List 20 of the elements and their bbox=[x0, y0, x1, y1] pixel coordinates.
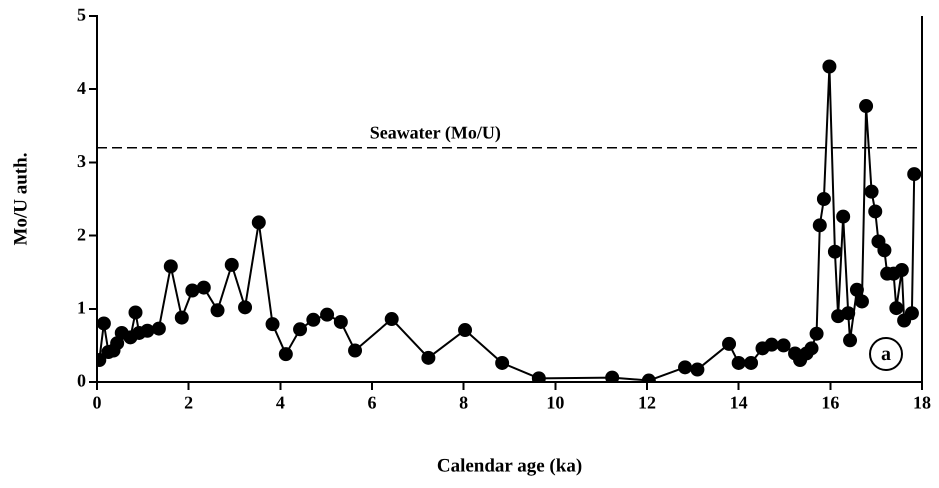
x-tick-label: 8 bbox=[459, 392, 468, 412]
x-tick-label: 4 bbox=[276, 392, 285, 412]
y-tick-label: 5 bbox=[77, 4, 86, 25]
x-tick-label: 0 bbox=[92, 392, 102, 412]
x-tick-label: 2 bbox=[184, 392, 194, 412]
x-tick-label: 18 bbox=[913, 392, 931, 412]
x-tick-label: 14 bbox=[730, 392, 748, 412]
ref-line-label: Seawater (Mo/U) bbox=[370, 122, 501, 142]
y-tick-label: 0 bbox=[77, 370, 86, 391]
x-axis-title: Calendar age (ka) bbox=[436, 456, 582, 477]
y-axis-title: Mo/U auth. bbox=[10, 152, 32, 246]
annotation: a bbox=[869, 337, 903, 371]
y-tick-label: 3 bbox=[77, 151, 86, 172]
x-tick-label: 16 bbox=[821, 392, 840, 412]
x-tick-label: 12 bbox=[638, 392, 656, 412]
y-tick-label: 1 bbox=[77, 297, 86, 318]
x-tick-label: 6 bbox=[368, 392, 376, 412]
y-tick-label: 4 bbox=[77, 78, 86, 98]
x-tick-label: 10 bbox=[546, 392, 564, 412]
y-tick-label: 2 bbox=[77, 224, 86, 244]
